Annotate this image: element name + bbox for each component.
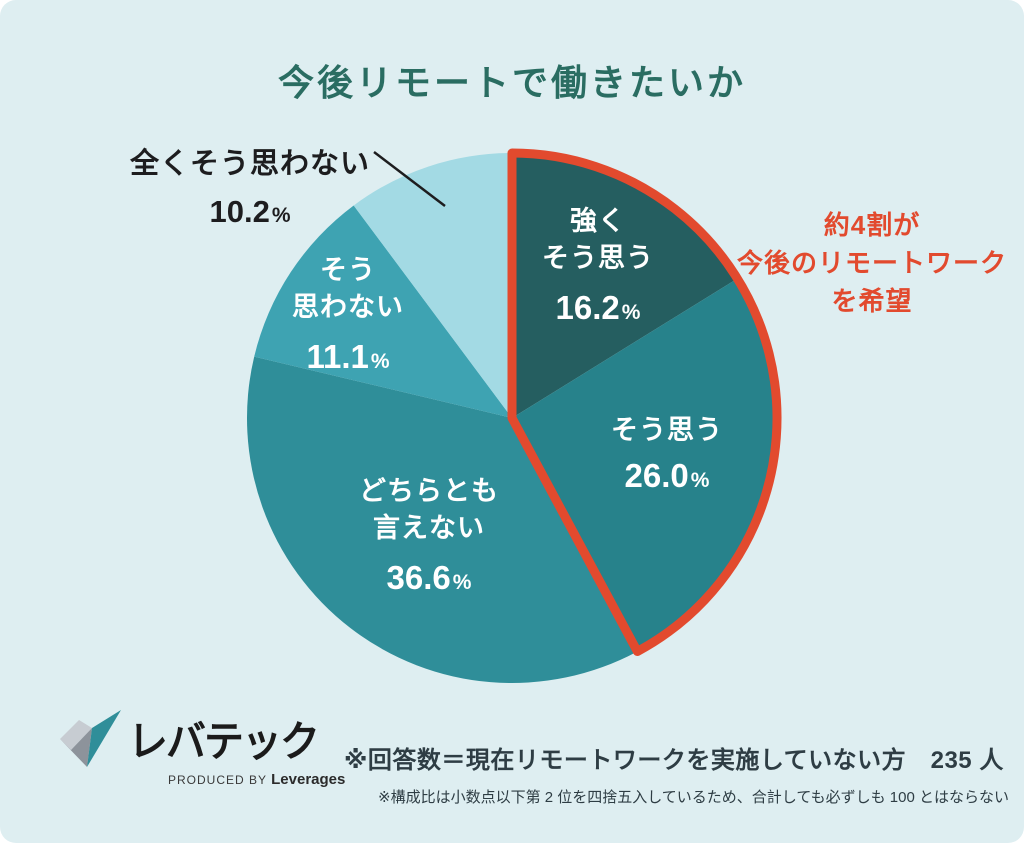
levtech-logo-icon (60, 709, 121, 767)
pie-slice-agree (512, 278, 778, 652)
pie-label-strongly-disagree: 全くそう思わない 10.2% (110, 140, 390, 230)
logo-brand-text: レバテック (128, 718, 320, 765)
produced-by-text: PRODUCED BY (168, 773, 267, 787)
pie-slice-disagree (254, 205, 512, 418)
highlight-outline (507, 148, 782, 656)
logo-subtitle: PRODUCED BY Leverages (168, 771, 345, 788)
levtech-logo: レバテック PRODUCED BY Leverages (58, 708, 345, 788)
page-title: 今後リモートで働きたいか (277, 62, 746, 103)
response-count-note: ※回答数＝現在リモートワークを実施していない方 235 人 (344, 747, 1004, 774)
slice-label-text: 全くそう思わない (129, 148, 370, 180)
pie-slice-neutral (246, 356, 638, 684)
percent-sign: % (271, 204, 291, 227)
rounding-note: ※構成比は小数点以下第 2 位を四捨五入しているため、合計しても必ずしも 100… (378, 789, 1009, 806)
highlight-annotation: 約4割が 今後のリモートワーク を希望 (736, 210, 1007, 316)
label-leader-line (373, 151, 446, 207)
percent-value: 10.2 (209, 194, 270, 229)
pie-slice-strongly-disagree (353, 153, 512, 418)
company-name: Leverages (271, 771, 346, 788)
slice-percent: 10.2% (110, 194, 390, 230)
